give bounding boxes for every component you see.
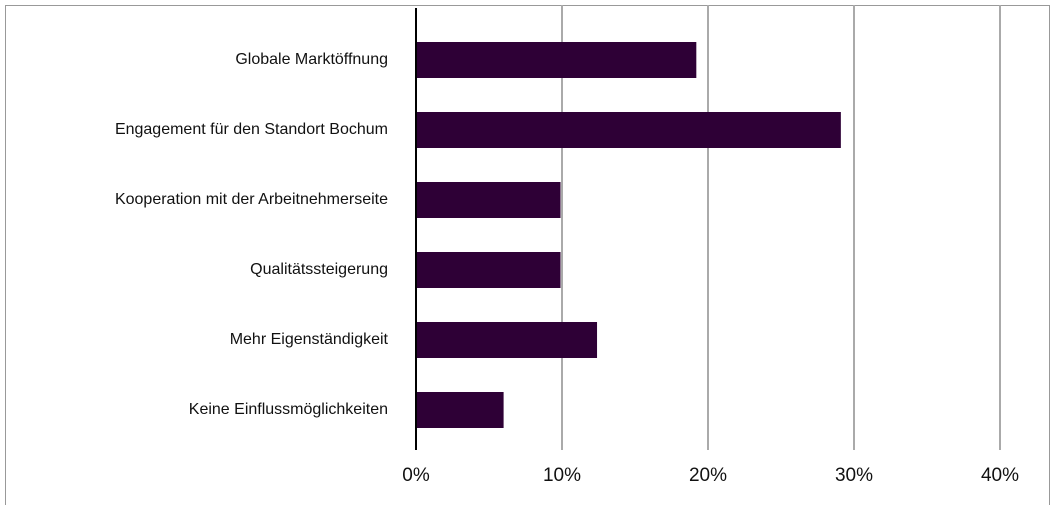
y-tick-label: Kooperation mit der Arbeitnehmerseite bbox=[115, 191, 388, 208]
y-tick-label: Mehr Eigenständigkeit bbox=[230, 331, 389, 348]
bar bbox=[416, 392, 504, 428]
x-tick-label: 10% bbox=[543, 465, 581, 486]
y-tick-label: Keine Einflussmöglichkeiten bbox=[189, 401, 388, 418]
y-tick-label: Engagement für den Standort Bochum bbox=[115, 121, 388, 138]
x-tick-label: 30% bbox=[835, 465, 873, 486]
bar bbox=[416, 42, 697, 78]
x-tick-label: 40% bbox=[981, 465, 1019, 486]
bar bbox=[416, 322, 598, 358]
x-tick-label: 20% bbox=[689, 465, 727, 486]
bar bbox=[416, 112, 841, 148]
y-tick-label: Qualitätssteigerung bbox=[250, 261, 388, 278]
x-tick-label: 0% bbox=[402, 465, 430, 486]
bar bbox=[416, 252, 561, 288]
frame bbox=[5, 5, 1050, 505]
bar bbox=[416, 182, 561, 218]
y-tick-label: Globale Marktöffnung bbox=[235, 51, 388, 68]
